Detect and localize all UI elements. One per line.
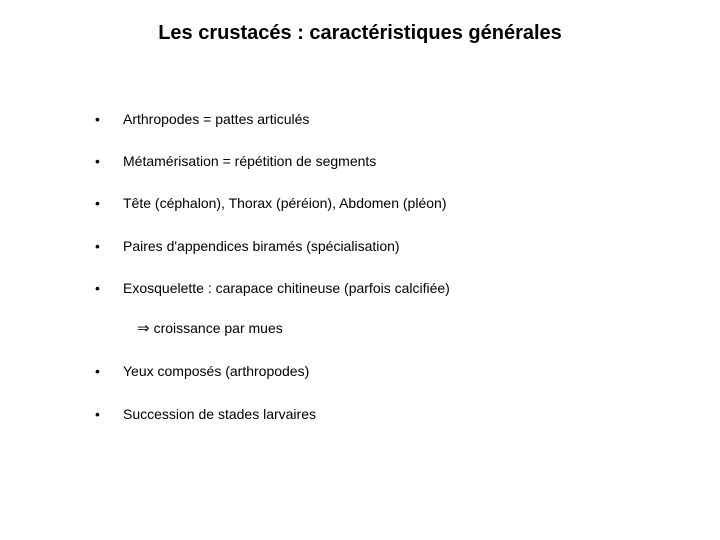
bullet-icon: • (95, 110, 100, 128)
sub-item-text: croissance par mues (154, 320, 283, 336)
bullet-list: • Arthropodes = pattes articulés • Métam… (95, 110, 655, 423)
bullet-icon: • (95, 405, 100, 423)
bullet-icon: • (95, 194, 100, 212)
list-item-text: Paires d'appendices biramés (spécialisat… (123, 238, 400, 254)
list-item: • Exosquelette : carapace chitineuse (pa… (95, 279, 655, 339)
list-item-text: Succession de stades larvaires (123, 406, 316, 422)
list-item-text: Tête (céphalon), Thorax (péréion), Abdom… (123, 195, 446, 211)
bullet-icon: • (95, 362, 100, 380)
list-item: • Yeux composés (arthropodes) (95, 362, 655, 380)
sub-item: ⇒croissance par mues (137, 319, 655, 339)
list-item: • Succession de stades larvaires (95, 405, 655, 423)
list-item-text: Arthropodes = pattes articulés (123, 111, 309, 127)
list-item-text: Exosquelette : carapace chitineuse (parf… (123, 280, 450, 296)
bullet-icon: • (95, 279, 100, 297)
list-item: • Arthropodes = pattes articulés (95, 110, 655, 128)
list-item-text: Métamérisation = répétition de segments (123, 153, 376, 169)
list-item: • Métamérisation = répétition de segment… (95, 152, 655, 170)
list-item-text: Yeux composés (arthropodes) (123, 363, 309, 379)
bullet-icon: • (95, 237, 100, 255)
slide-title: Les crustacés : caractéristiques général… (0, 22, 720, 45)
slide-content: • Arthropodes = pattes articulés • Métam… (95, 110, 655, 447)
list-item: • Paires d'appendices biramés (spécialis… (95, 237, 655, 255)
slide: Les crustacés : caractéristiques général… (0, 0, 720, 540)
bullet-icon: • (95, 152, 100, 170)
list-item: • Tête (céphalon), Thorax (péréion), Abd… (95, 194, 655, 212)
arrow-icon: ⇒ (137, 320, 150, 337)
